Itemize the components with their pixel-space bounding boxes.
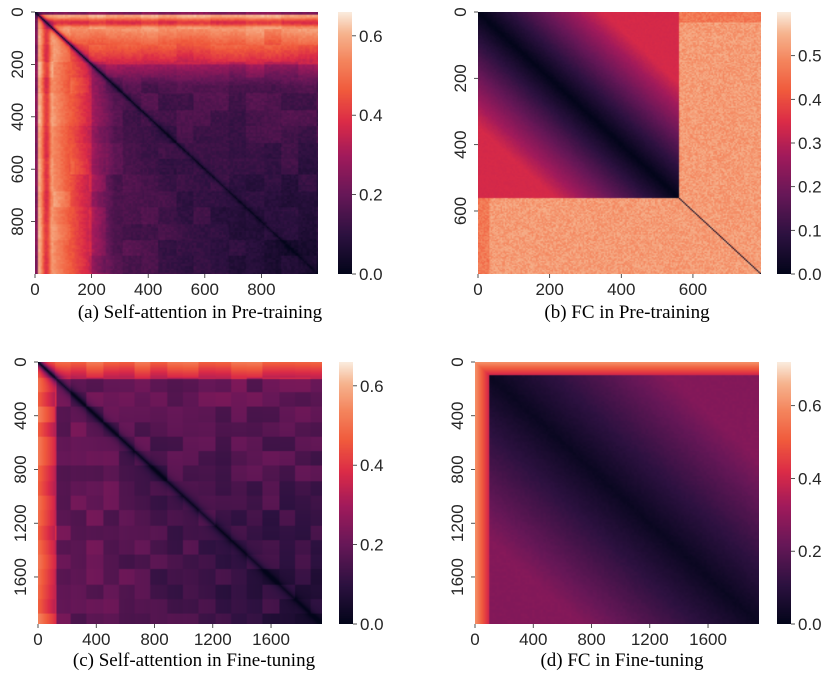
y-tick-label: 800: [448, 455, 467, 483]
y-tick-label: 400: [448, 402, 467, 430]
colorbar-tick-label: 0.5: [798, 47, 822, 66]
y-tick-label: 0: [448, 357, 467, 366]
x-tick-label: 800: [577, 630, 605, 649]
colorbar-ticks: 0.0 0.2 0.4 0.6: [353, 377, 384, 634]
colorbar-tick-label: 0.2: [360, 536, 384, 555]
x-axis-ticks: 0 200 400 600: [473, 274, 707, 299]
y-tick-label: 400: [11, 402, 30, 430]
heatmap-chart: 0 200 400 600 800 0 200 400 600 800 0.0 0.2 0.4 0.6: [8, 7, 383, 299]
x-tick-label: 400: [134, 280, 162, 299]
colorbar-image: [339, 362, 353, 624]
x-axis-ticks: 0 200 400 600 800: [30, 274, 276, 299]
panel-caption: (c) Self-attention in Fine-tuning: [72, 650, 316, 671]
x-tick-label: 600: [679, 280, 707, 299]
colorbar-tick-label: 0.4: [798, 90, 822, 109]
y-tick-label: 0: [8, 7, 27, 16]
x-tick-label: 0: [473, 280, 482, 299]
colorbar-tick-label: 0.6: [360, 377, 384, 396]
y-tick-label: 400: [451, 130, 470, 158]
x-axis-ticks: 0 400 800 1200 1600: [470, 624, 727, 649]
y-axis-ticks: 0 400 800 1200 1600: [448, 357, 475, 596]
heatmap-panel-self-attention-pretraining: 0 200 400 600 800 0 200 400 600 800 0.0 0.2 0.4 0.6…: [0, 0, 412, 337]
panel-caption: (a) Self-attention in Pre-training: [77, 302, 323, 323]
colorbar-tick-label: 0.6: [798, 397, 822, 416]
colorbar-tick-label: 0.2: [359, 186, 383, 205]
y-tick-label: 800: [11, 455, 30, 483]
x-tick-label: 1600: [252, 630, 290, 649]
panel-caption: (b) FC in Pre-training: [544, 302, 710, 323]
y-tick-label: 600: [451, 197, 470, 225]
colorbar-tick-label: 0.0: [798, 615, 822, 634]
colorbar-tick-label: 0.2: [798, 178, 822, 197]
heatmap-panel-self-attention-finetuning: 0 400 800 1200 1600 0 400 800 1200 1600 0.0 0.2 0.…: [0, 338, 412, 675]
y-tick-label: 200: [8, 50, 27, 78]
y-axis-ticks: 0 200 400 600 800: [8, 7, 35, 236]
x-tick-label: 400: [607, 280, 635, 299]
colorbar-ticks: 0.0 0.2 0.4 0.6: [352, 27, 383, 284]
panel-caption: (d) FC in Fine-tuning: [540, 650, 704, 671]
colorbar-ticks: 0.0 0.1 0.2 0.3 0.4 0.5: [791, 47, 822, 284]
colorbar-tick-label: 0.0: [360, 615, 384, 634]
y-tick-label: 0: [451, 7, 470, 16]
colorbar-image: [777, 12, 791, 274]
colorbar-tick-label: 0.6: [359, 27, 383, 46]
y-axis-ticks: 0 400 800 1200 1600: [11, 357, 38, 596]
colorbar-image: [338, 12, 352, 274]
x-tick-label: 0: [30, 280, 39, 299]
y-tick-label: 200: [451, 64, 470, 92]
y-tick-label: 1200: [448, 504, 467, 542]
colorbar-tick-label: 0.4: [359, 106, 383, 125]
x-tick-label: 1200: [631, 630, 669, 649]
x-tick-label: 1600: [689, 630, 727, 649]
heatmap-image: [38, 362, 322, 624]
heatmap-image: [35, 12, 318, 274]
x-tick-label: 600: [191, 280, 219, 299]
colorbar-tick-label: 0.4: [360, 456, 384, 475]
y-tick-label: 0: [11, 357, 30, 366]
colorbar-tick-label: 0.4: [798, 469, 822, 488]
x-tick-label: 800: [247, 280, 275, 299]
heatmap-panel-fc-finetuning: 0 400 800 1200 1600 0 400 800 1200 1600 0.0 0.2 0.…: [412, 338, 824, 675]
x-tick-label: 400: [519, 630, 547, 649]
y-tick-label: 400: [8, 103, 27, 131]
colorbar-ticks: 0.0 0.2 0.4 0.6: [791, 397, 822, 634]
y-axis-ticks: 0 200 400 600: [451, 7, 478, 225]
x-tick-label: 400: [82, 630, 110, 649]
colorbar-tick-label: 0.1: [798, 221, 822, 240]
y-tick-label: 1600: [11, 558, 30, 596]
heatmap-chart: 0 200 400 600 0 200 400 600 0.0 0.1 0.2 0.3 0.4 0.5: [451, 7, 822, 299]
y-tick-label: 1600: [448, 558, 467, 596]
x-tick-label: 200: [77, 280, 105, 299]
y-tick-label: 1200: [11, 504, 30, 542]
x-tick-label: 1200: [194, 630, 232, 649]
colorbar-tick-label: 0.0: [798, 265, 822, 284]
colorbar-tick-label: 0.2: [798, 542, 822, 561]
x-tick-label: 0: [33, 630, 42, 649]
colorbar-tick-label: 0.3: [798, 134, 822, 153]
x-tick-label: 0: [470, 630, 479, 649]
x-tick-label: 800: [140, 630, 168, 649]
y-tick-label: 600: [8, 155, 27, 183]
heatmap-panel-fc-pretraining: 0 200 400 600 0 200 400 600 0.0 0.1 0.2 0.3 0.4 0.5…: [412, 0, 824, 337]
heatmap-image: [478, 12, 761, 274]
x-tick-label: 200: [535, 280, 563, 299]
heatmap-image: [475, 362, 759, 624]
y-tick-label: 800: [8, 207, 27, 235]
colorbar-tick-label: 0.0: [359, 265, 383, 284]
colorbar-image: [777, 362, 791, 624]
x-axis-ticks: 0 400 800 1200 1600: [33, 624, 290, 649]
